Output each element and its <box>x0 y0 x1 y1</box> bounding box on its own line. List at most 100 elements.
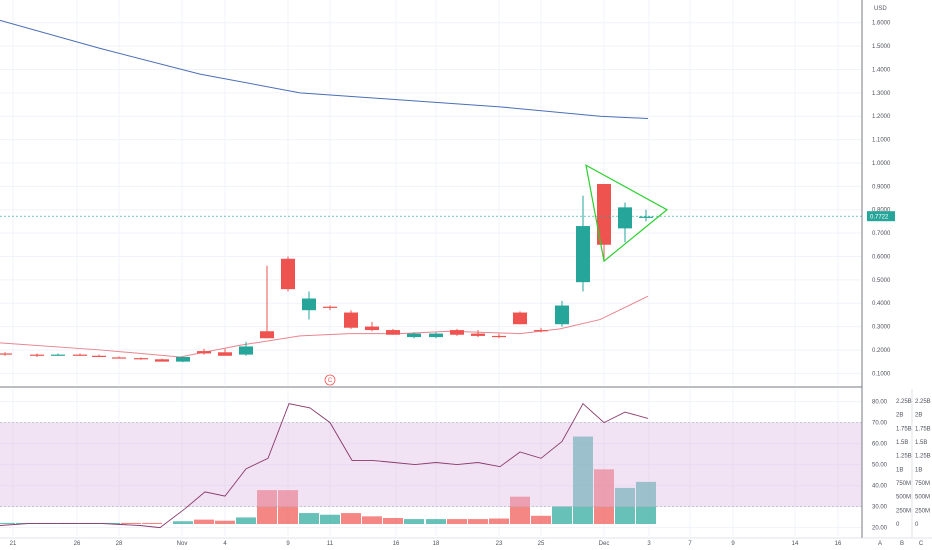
time-tick-label: 11 <box>327 541 334 547</box>
volume-bar <box>100 522 120 524</box>
candle-body <box>218 352 232 356</box>
scale-toggle-button[interactable]: C <box>919 541 924 547</box>
volume-bar <box>278 490 298 524</box>
price-tick-label: 0.9000 <box>872 184 891 190</box>
volume-bar <box>0 522 15 524</box>
volume-bar <box>121 522 141 524</box>
price-grid <box>0 0 862 385</box>
volume-tick-label-right: 0 <box>915 522 919 528</box>
time-tick-label: 16 <box>835 541 842 547</box>
volume-tick-label-right: 250M <box>915 508 930 514</box>
volume-bar <box>426 519 446 524</box>
volume-tick-label: 1.5B <box>896 440 908 446</box>
price-tick-label: 0.6000 <box>872 254 891 260</box>
volume-bar <box>636 481 656 524</box>
candle-body <box>597 183 611 245</box>
indicator-tick-label: 40.00 <box>872 484 888 490</box>
candle-body <box>197 351 211 354</box>
scale-toggle-button[interactable]: B <box>900 541 904 547</box>
indicator-line <box>0 402 649 529</box>
time-tick-label: 14 <box>792 541 799 547</box>
candle-body <box>260 331 274 339</box>
candlesticks <box>0 183 653 363</box>
volume-bar <box>552 506 572 524</box>
volume-bar <box>194 519 214 524</box>
volume-tick-label-right: 1.75B <box>915 426 931 432</box>
volume-tick-label-right: 2.25B <box>915 399 931 405</box>
indicator-band <box>0 422 862 507</box>
time-tick-label: 23 <box>496 541 503 547</box>
volume-bar <box>489 518 509 524</box>
price-tick-label: 0.1000 <box>872 371 891 377</box>
price-tick-label: 1.1000 <box>872 138 891 144</box>
scale-toggle-button[interactable]: A <box>878 541 882 547</box>
price-tick-label: 0.5000 <box>872 278 891 284</box>
candle-body <box>239 346 253 355</box>
candle-body <box>134 358 148 360</box>
candle-body <box>492 335 506 338</box>
candle-body <box>429 333 443 338</box>
triangle-pattern-shape <box>585 164 669 263</box>
time-tick-label: 9 <box>731 541 735 547</box>
volume-bar <box>341 513 361 524</box>
moving-averages <box>0 19 649 358</box>
volume-tick-label-right: 500M <box>915 495 930 501</box>
candle-body <box>386 330 400 335</box>
time-tick-label: Dec <box>599 541 610 547</box>
time-tick-label: 4 <box>223 541 227 547</box>
candle-body <box>155 359 169 362</box>
moving-average-line <box>0 295 649 358</box>
volume-bar <box>362 516 382 524</box>
candle-body <box>323 306 337 308</box>
volume-tick-label-right: 1.25B <box>915 454 931 460</box>
volume-tick-label: 500M <box>896 495 911 501</box>
candle-body <box>112 357 126 359</box>
volume-bar <box>142 522 162 524</box>
candle-body <box>302 298 316 311</box>
volume-tick-label-right: 1.5B <box>915 440 927 446</box>
candle-body <box>450 330 464 335</box>
volume-bar <box>215 520 235 524</box>
volume-tick-label-right: 2B <box>915 413 922 419</box>
price-tick-label: 1.6000 <box>872 21 891 27</box>
indicator-axis[interactable]: 80.00 70.00 60.00 50.00 40.00 30.00 20.00 2.25B… <box>872 399 931 532</box>
event-marker[interactable] <box>324 374 336 386</box>
volume-tick-label: 2.25B <box>896 399 912 405</box>
price-tick-label: 1.5000 <box>872 44 891 50</box>
volume-bar <box>173 521 193 524</box>
candle-body <box>30 354 44 356</box>
currency-label: USD <box>874 6 887 12</box>
time-tick-label: Nov <box>177 541 188 547</box>
time-axis[interactable]: 21 26 28 Nov 4 9 11 16 18 23 25 Dec 3 7 9 14 16 A B C <box>10 541 924 547</box>
volume-bar <box>510 496 530 524</box>
volume-tick-label: 1B <box>896 467 903 473</box>
candle-body <box>639 216 653 218</box>
volume-bar <box>573 436 593 524</box>
indicator-tick-label: 30.00 <box>872 505 888 511</box>
price-tick-label: 1.2000 <box>872 114 891 120</box>
price-axis[interactable]: 1.6000 1.5000 1.4000 1.3000 1.2000 1.1000 1.00… <box>872 6 891 377</box>
candle-body <box>618 207 632 229</box>
volume-tick-label: 1.25B <box>896 454 912 460</box>
volume-tick-label-right: 750M <box>915 481 930 487</box>
indicator-band-fill <box>0 422 862 507</box>
candle-body <box>92 355 106 357</box>
time-tick-label: 28 <box>116 541 123 547</box>
indicator-tick-label: 20.00 <box>872 526 888 532</box>
candle-body <box>555 305 569 325</box>
volume-tick-label: 250M <box>896 508 911 514</box>
overlays: 0.7722 C <box>0 211 895 386</box>
time-tick-label: 16 <box>393 541 400 547</box>
volume-tick-label-right: 1B <box>915 467 922 473</box>
candle-body <box>576 226 590 283</box>
volume-tick-label: 750M <box>896 481 911 487</box>
candle-body <box>73 354 87 356</box>
indicator-tick-label: 70.00 <box>872 421 888 427</box>
indicator-tick-label: 60.00 <box>872 442 888 448</box>
triangle-pattern <box>585 164 669 263</box>
candle-body <box>534 330 548 332</box>
price-tick-label: 0.8000 <box>872 208 891 214</box>
price-tick-label: 0.3000 <box>872 325 891 331</box>
